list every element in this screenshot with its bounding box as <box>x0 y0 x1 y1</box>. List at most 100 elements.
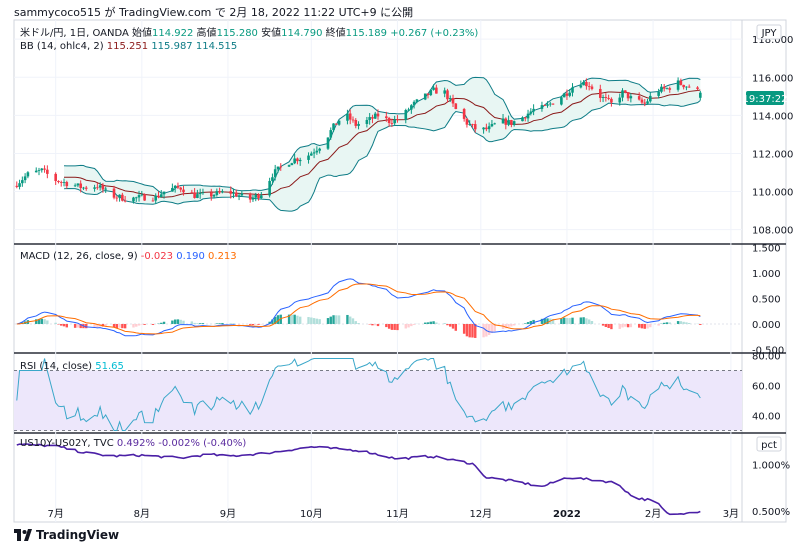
pct-badge <box>756 436 782 452</box>
macd-histogram-bar <box>482 323 485 338</box>
candle-body <box>432 87 435 90</box>
macd-histogram-bar <box>160 322 163 324</box>
macd-histogram-bar <box>60 323 63 326</box>
macd-histogram-bar <box>76 323 80 328</box>
candle-body <box>26 172 30 177</box>
candle-body <box>454 103 458 109</box>
candle-body <box>529 111 533 114</box>
candle-body <box>237 195 241 197</box>
macd-histogram-bar <box>524 323 527 324</box>
candle-body <box>621 90 624 98</box>
macd-histogram-bar <box>293 314 296 324</box>
macd-line <box>16 278 701 337</box>
candle-body <box>551 103 555 105</box>
macd-histogram-bar <box>140 323 144 325</box>
macd-histogram-bar <box>374 323 377 326</box>
candle-body <box>15 185 19 187</box>
candle-body <box>368 117 371 120</box>
macd-histogram-bar <box>43 319 46 324</box>
candle-body <box>137 195 141 198</box>
macd-histogram-bar <box>215 323 219 324</box>
candle-body <box>587 86 591 87</box>
tradingview-logo-icon <box>14 529 32 541</box>
candle-body <box>443 90 446 94</box>
candle-body <box>393 119 396 124</box>
macd-histogram-bar <box>601 323 605 326</box>
candle-body <box>73 185 77 187</box>
macd-histogram-bar <box>329 316 332 324</box>
candle-body <box>123 200 127 202</box>
candle-body <box>448 98 452 100</box>
macd-histogram-bar <box>221 322 224 324</box>
candle-body <box>504 118 508 125</box>
candle-body <box>598 88 602 98</box>
main-legend: 米ドル/円, 1日, OANDA 始値114.922 高値115.280 安値1… <box>20 26 478 39</box>
candle-body <box>507 120 510 125</box>
macd-histogram-bar <box>432 321 435 324</box>
candle-body <box>151 200 155 202</box>
macd-histogram-bar <box>507 323 510 327</box>
candle-body <box>346 113 349 121</box>
macd-histogram-bar <box>590 321 594 324</box>
macd-histogram-bar <box>618 323 621 329</box>
macd-histogram-bar <box>679 321 683 324</box>
macd-histogram-bar <box>471 323 474 338</box>
macd-histogram-bar <box>310 317 313 324</box>
macd-histogram-bar <box>529 320 533 324</box>
candle-body <box>501 118 505 124</box>
macd-histogram-bar <box>512 323 516 326</box>
candle-body <box>407 109 410 111</box>
candle-body <box>682 84 685 88</box>
candle-body <box>326 137 330 149</box>
macd-histogram-bar <box>123 323 127 329</box>
macd-histogram-bar <box>137 323 141 326</box>
macd-histogram-bar <box>46 320 49 324</box>
candle-body <box>604 97 608 98</box>
candle-body <box>546 104 549 106</box>
spread-tick-label: 0.500% <box>752 507 790 518</box>
candle-body <box>412 101 416 106</box>
macd-histogram-bar <box>662 322 666 324</box>
macd-histogram-bar <box>254 323 257 325</box>
candle-body <box>571 87 574 93</box>
macd-histogram-bar <box>393 323 396 330</box>
candle-body <box>79 183 82 189</box>
macd-histogram-bar <box>271 319 274 324</box>
candle-body <box>162 191 166 195</box>
macd-histogram-bar <box>540 318 544 324</box>
macd-histogram-bar <box>562 317 566 324</box>
x-tick-label: 2月 <box>645 508 661 520</box>
macd-histogram-bar <box>79 323 82 329</box>
macd-histogram-bar <box>579 317 583 324</box>
macd-histogram-bar <box>62 323 66 327</box>
macd-histogram-bar <box>268 321 271 324</box>
candle-body <box>487 126 491 130</box>
macd-histogram-bar <box>543 318 546 324</box>
macd-histogram-bar <box>35 319 38 324</box>
candle-body <box>371 117 374 119</box>
candle-body <box>335 123 338 125</box>
macd-histogram-bar <box>446 323 449 326</box>
macd-histogram-bar <box>218 323 221 324</box>
macd-histogram-bar <box>385 323 388 328</box>
candle-body <box>618 97 622 103</box>
macd-histogram-bar <box>637 323 641 328</box>
x-tick-label: 10月 <box>300 508 323 520</box>
candle-body <box>171 187 174 192</box>
candle-body <box>310 153 313 156</box>
macd-histogram-bar <box>104 323 107 327</box>
candle-body <box>585 82 588 87</box>
macd-histogram-bar <box>307 317 310 324</box>
macd-histogram-bar <box>193 322 196 324</box>
macd-histogram-bar <box>287 314 291 324</box>
macd-histogram-bar <box>610 323 613 330</box>
bb-band-fill <box>64 77 701 212</box>
macd-tick-label: 1.000 <box>752 269 781 280</box>
candle-body <box>357 123 360 126</box>
candle-body <box>193 192 196 198</box>
macd-histogram-bar <box>182 320 185 324</box>
candle-body <box>140 194 144 196</box>
candle-body <box>287 165 291 167</box>
macd-histogram-bar <box>151 323 155 325</box>
